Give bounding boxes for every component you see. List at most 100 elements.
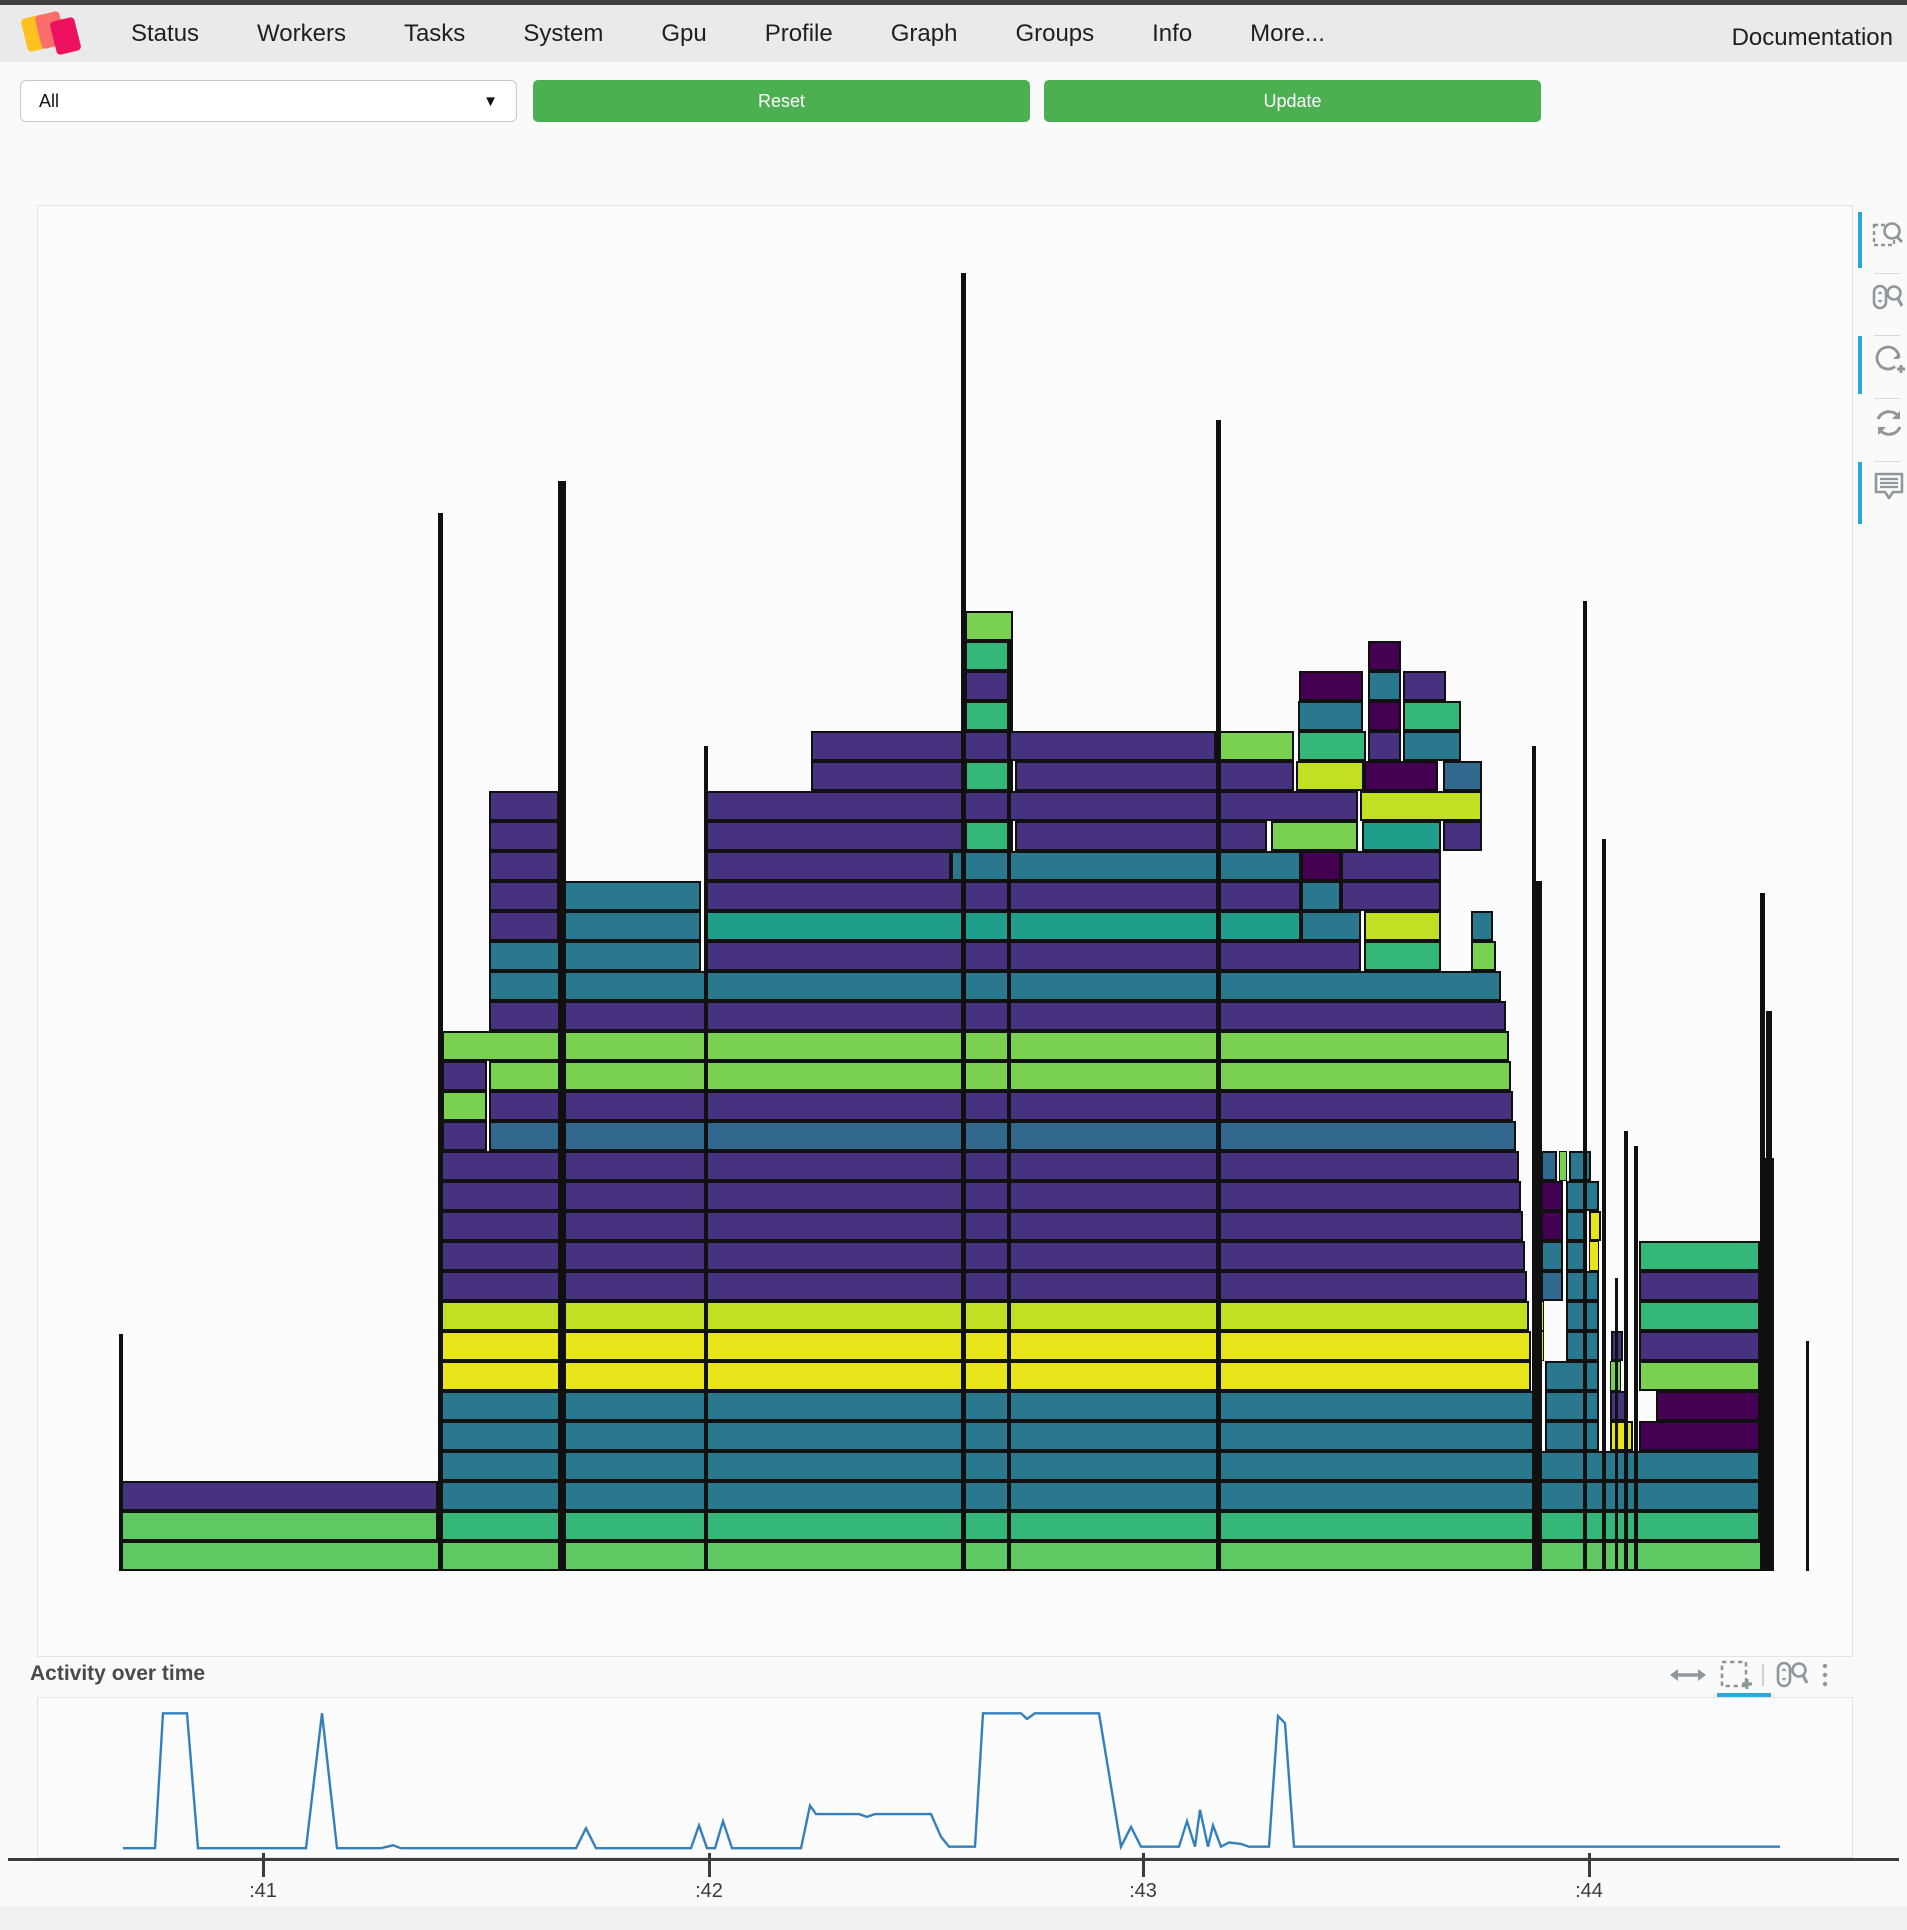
flame-segment <box>1541 1151 1557 1181</box>
flame-segment <box>1219 731 1294 761</box>
nav-item-info[interactable]: Info <box>1152 19 1193 47</box>
x-tick-label: :42 <box>695 1880 723 1902</box>
flame-segment <box>704 881 1301 911</box>
x-tick-label: :41 <box>249 1880 277 1902</box>
hover-icon[interactable] <box>1872 469 1906 503</box>
nav-item-profile[interactable]: Profile <box>764 19 833 47</box>
flame-spike <box>704 746 708 1571</box>
flame-segment <box>1566 1301 1599 1331</box>
flame-segment <box>1298 701 1363 731</box>
flame-segment <box>1639 1301 1760 1331</box>
flame-spike <box>558 481 566 1571</box>
flame-segment <box>438 1211 1523 1241</box>
flame-spike <box>1532 746 1536 1571</box>
flame-segment <box>1364 761 1438 791</box>
flame-segment <box>438 1301 1529 1331</box>
flame-segment <box>489 851 559 881</box>
reset-icon[interactable] <box>1872 406 1906 440</box>
flame-segment <box>1301 911 1361 941</box>
flame-spike <box>1007 639 1011 1571</box>
nav-item-documentation[interactable]: Documentation <box>1731 24 1893 51</box>
profile-flame-graph-plot[interactable] <box>37 205 1853 1657</box>
flame-segment <box>1589 1241 1599 1271</box>
flame-spike <box>1634 1146 1638 1571</box>
flame-segment <box>1298 731 1366 761</box>
chevron-down-icon: ▼ <box>483 92 498 110</box>
flame-segment <box>1545 1421 1599 1451</box>
nav-item-system[interactable]: System <box>523 19 604 47</box>
flame-segment <box>965 761 1013 791</box>
nav-item-status[interactable]: Status <box>131 19 200 47</box>
nav-item-gpu[interactable]: Gpu <box>661 19 707 47</box>
activity-line-chart[interactable] <box>37 1697 1853 1858</box>
flame-spike <box>1602 839 1606 1571</box>
pan-x-icon[interactable] <box>1668 1658 1708 1692</box>
profile-filter-select[interactable]: All ▼ <box>20 80 517 122</box>
update-button-label: Update <box>1263 90 1322 111</box>
flame-segment <box>119 1511 438 1541</box>
flame-spike <box>961 273 966 1571</box>
dask-logo-icon[interactable] <box>20 9 84 58</box>
filter-selected-value: All <box>39 90 60 111</box>
flame-segment <box>1545 1391 1599 1421</box>
flame-segment <box>811 731 1216 761</box>
reset-button[interactable]: Reset <box>533 80 1030 122</box>
flame-segment <box>704 821 965 851</box>
flame-segment <box>1296 761 1364 791</box>
flame-segment <box>1364 941 1441 971</box>
flame-segment <box>1301 881 1341 911</box>
box-zoom-icon[interactable] <box>1872 218 1906 252</box>
nav-item-workers[interactable]: Workers <box>257 19 346 47</box>
nav-item-more[interactable]: More... <box>1250 19 1325 47</box>
nav-item-graph[interactable]: Graph <box>890 19 958 47</box>
flame-segment <box>965 641 1013 671</box>
flame-segment <box>1299 671 1363 701</box>
flame-segment <box>704 941 1361 971</box>
flame-segment <box>1015 821 1267 851</box>
flame-segment <box>489 941 701 971</box>
flame-segment <box>811 761 963 791</box>
flame-segment <box>438 1511 1760 1541</box>
flame-segment <box>1566 1271 1599 1301</box>
flame-segment <box>1566 1331 1599 1361</box>
x-tick-mark <box>262 1853 265 1877</box>
flame-spike <box>119 1334 123 1571</box>
activity-toolbar <box>1668 1655 1868 1695</box>
reset-button-label: Reset <box>757 90 806 111</box>
flame-spike <box>1806 1341 1809 1571</box>
flame-segment <box>1589 1211 1601 1241</box>
flame-segment <box>438 1151 1519 1181</box>
wheel-zoom-icon[interactable] <box>1872 280 1906 314</box>
flame-segment <box>965 611 1013 641</box>
wheel-zoom-icon[interactable] <box>1772 1658 1812 1692</box>
flame-segment <box>1471 911 1493 941</box>
flame-segment <box>1443 821 1482 851</box>
flame-segment <box>704 911 1301 941</box>
navbar: Status Workers Tasks System Gpu Profile Graph G… <box>0 5 1907 62</box>
flame-segment <box>704 851 951 881</box>
flame-segment <box>489 821 559 851</box>
flame-segment <box>119 1541 1774 1571</box>
nav-item-tasks[interactable]: Tasks <box>403 19 466 47</box>
nav-item-groups[interactable]: Groups <box>1015 19 1095 47</box>
flame-segment <box>1368 701 1401 731</box>
flame-segment <box>438 1241 1525 1271</box>
flame-segment <box>1015 761 1294 791</box>
flame-segment <box>1403 701 1461 731</box>
flame-segment <box>704 791 1358 821</box>
flame-segment <box>438 1361 1531 1391</box>
flame-segment <box>1559 1151 1567 1181</box>
zoom-in-icon[interactable] <box>1872 343 1906 377</box>
flame-segment <box>1639 1271 1760 1301</box>
flame-segment <box>438 1391 1539 1421</box>
flame-segment <box>1566 1181 1599 1211</box>
nav-items: Status Workers Tasks System Gpu Profile Graph G… <box>102 20 1354 48</box>
flame-segment <box>1639 1421 1760 1451</box>
box-select-icon[interactable] <box>1714 1658 1754 1692</box>
flame-segment <box>442 1121 487 1151</box>
x-tick-mark <box>1588 1853 1591 1877</box>
flame-segment <box>1639 1241 1760 1271</box>
flame-segment <box>1610 1421 1633 1451</box>
menu-dots-icon[interactable] <box>1818 1658 1832 1692</box>
update-button[interactable]: Update <box>1044 80 1541 122</box>
